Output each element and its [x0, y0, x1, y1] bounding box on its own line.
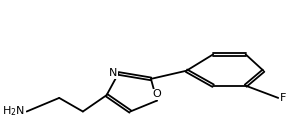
Text: F: F: [280, 93, 286, 103]
Text: H$_2$N: H$_2$N: [2, 105, 25, 118]
Text: N: N: [109, 68, 117, 78]
Text: O: O: [152, 89, 161, 99]
